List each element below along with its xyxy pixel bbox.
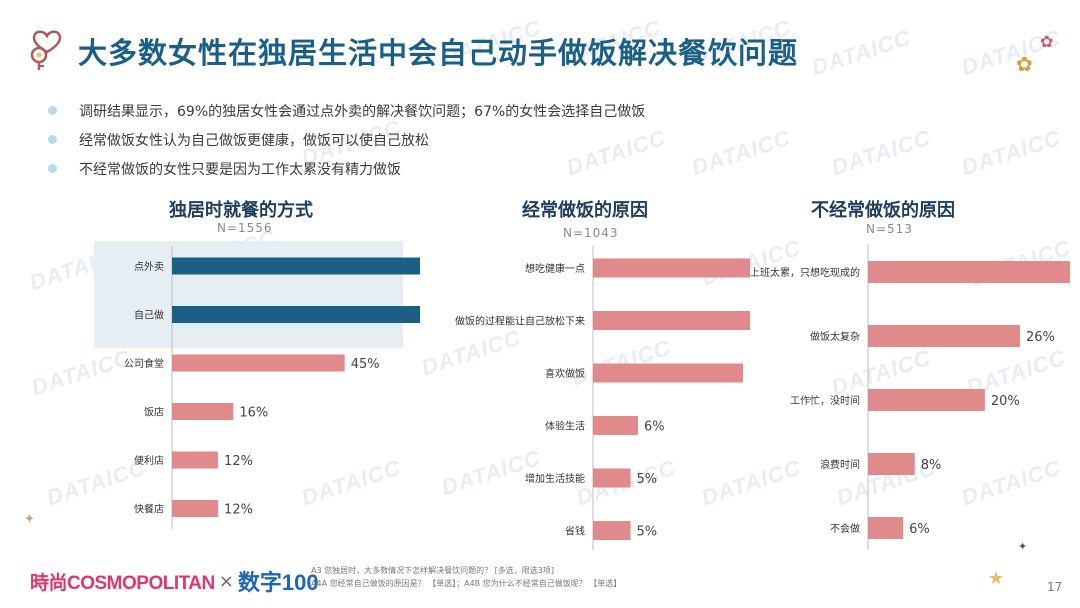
bar bbox=[593, 311, 750, 330]
source-line: A3 您独居时，大多数情况下怎样解决餐饮问题的？ [多选，限选3项] bbox=[311, 566, 554, 575]
page-title: 大多数女性在独居生活中会自己动手做饭解决餐饮问题 bbox=[78, 36, 799, 70]
shuzi100-logo: 数字100 bbox=[237, 570, 319, 595]
bullet-item: 经常做饭女性认为自己做饭更健康，做饭可以使自己放松 bbox=[48, 125, 645, 154]
sample-size-dining: N=1556 bbox=[217, 221, 273, 235]
bar bbox=[593, 521, 631, 540]
value-label: 5% bbox=[637, 472, 658, 487]
bar bbox=[593, 416, 638, 435]
watermark-text: DATAICC bbox=[688, 124, 794, 181]
bar bbox=[868, 453, 915, 475]
chart-title-cook-reasons: 经常做饭的原因 bbox=[522, 200, 648, 221]
category-label: 快餐店 bbox=[134, 503, 164, 516]
flower-icon: ✿ bbox=[1040, 32, 1054, 51]
watermark-text: DATAICC bbox=[958, 124, 1064, 181]
bar bbox=[172, 306, 420, 323]
watermark-text: DATAICC bbox=[828, 124, 934, 181]
summary-bullets: 调研结果显示，69%的独居女性会通过点外卖的解决餐饮问题；67%的女性会选择自己… bbox=[48, 96, 645, 183]
bullet-item: 调研结果显示，69%的独居女性会通过点外卖的解决餐饮问题；67%的女性会选择自己… bbox=[48, 96, 645, 125]
brand-logos: 時尚COSMOPOLITAN × 数字100 bbox=[30, 565, 319, 597]
bar bbox=[593, 258, 750, 278]
cosmopolitan-logo: 時尚COSMOPOLITAN bbox=[30, 572, 215, 594]
category-label: 做饭太复杂 bbox=[810, 330, 860, 343]
bullet-text: 不经常做饭的女性只要是因为工作太累没有精力做饭 bbox=[79, 161, 401, 178]
bar bbox=[868, 325, 1020, 347]
category-label: 浪费时间 bbox=[820, 458, 860, 471]
watermark-text: DATAICC bbox=[808, 24, 914, 81]
value-label: 26% bbox=[1026, 330, 1055, 345]
bar bbox=[172, 257, 420, 275]
bar bbox=[172, 354, 345, 372]
value-label: 6% bbox=[909, 522, 930, 537]
page-number: 17 bbox=[1047, 580, 1063, 594]
bullet-dot bbox=[48, 164, 57, 173]
value-label: 5% bbox=[637, 525, 658, 540]
category-label: 便利店 bbox=[134, 454, 164, 467]
bar bbox=[172, 500, 219, 517]
bar bbox=[868, 389, 985, 411]
bar bbox=[868, 517, 904, 539]
sample-size-cook-reasons: N=1043 bbox=[563, 226, 619, 240]
cook-reasons-bar-chart: 想吃健康一点34%做饭的过程能让自己放松下来30%喜欢做饭20%体验生活6%增加… bbox=[455, 245, 750, 550]
survey-question-note: A3 您独居时，大多数情况下怎样解决餐饮问题的？ [多选，限选3项] A4A 您… bbox=[311, 564, 621, 590]
category-label: 做饭的过程能让自己放松下来 bbox=[455, 315, 585, 328]
bullet-item: 不经常做饭的女性只要是因为工作太累没有精力做饭 bbox=[48, 154, 645, 183]
category-label: 工作忙，没时间 bbox=[790, 394, 860, 407]
category-label: 公司食堂 bbox=[124, 357, 164, 370]
category-label: 喜欢做饭 bbox=[545, 367, 585, 380]
value-label: 6% bbox=[644, 420, 665, 435]
bar bbox=[593, 468, 631, 488]
value-label: 8% bbox=[921, 458, 942, 473]
category-label: 上班太累，只想吃现成的 bbox=[750, 266, 860, 279]
key-heart-icon bbox=[30, 30, 62, 70]
category-label: 想吃健康一点 bbox=[525, 262, 585, 275]
sparkle-icon: ✦ bbox=[24, 512, 35, 527]
category-label: 省钱 bbox=[565, 525, 585, 538]
bullet-text: 调研结果显示，69%的独居女性会通过点外卖的解决餐饮问题；67%的女性会选择自己… bbox=[79, 103, 646, 120]
value-label: 12% bbox=[224, 503, 253, 518]
value-label: 45% bbox=[351, 357, 380, 372]
category-label: 自己做 bbox=[134, 309, 164, 322]
category-label: 不会做 bbox=[830, 522, 860, 535]
sample-size-not-cook-reasons: N=513 bbox=[866, 222, 913, 236]
source-line: A4A 您经常自己做饭的原因是？ 【单选】；A4B 您为什么不经常自己做饭呢？ … bbox=[311, 579, 622, 588]
bar bbox=[172, 451, 219, 469]
bar bbox=[868, 261, 1070, 283]
not-cook-reasons-bar-chart: 上班太累，只想吃现成的39%做饭太复杂26%工作忙，没时间20%浪费时间8%不会… bbox=[750, 244, 1070, 550]
bullet-dot bbox=[48, 106, 57, 115]
chart-title-not-cook-reasons: 不经常做饭的原因 bbox=[811, 200, 955, 221]
bar bbox=[593, 363, 743, 383]
value-label: 20% bbox=[749, 367, 750, 382]
bar bbox=[172, 403, 234, 420]
bullet-text: 经常做饭女性认为自己做饭更健康，做饭可以使自己放松 bbox=[79, 132, 429, 149]
bullet-dot bbox=[48, 135, 57, 144]
star-icon: ★ bbox=[988, 568, 1005, 589]
category-label: 体验生活 bbox=[545, 420, 585, 433]
flower-icon: ✿ bbox=[1016, 52, 1033, 76]
value-label: 12% bbox=[224, 454, 253, 469]
value-label: 20% bbox=[991, 394, 1020, 409]
category-label: 点外卖 bbox=[134, 261, 164, 273]
category-label: 饭店 bbox=[144, 406, 164, 419]
category-label: 增加生活技能 bbox=[525, 472, 585, 485]
sparkle-icon: ✦ bbox=[1018, 540, 1028, 553]
chart-title-dining: 独居时就餐的方式 bbox=[169, 200, 313, 221]
value-label: 16% bbox=[239, 406, 268, 421]
collab-separator: × bbox=[218, 570, 234, 592]
